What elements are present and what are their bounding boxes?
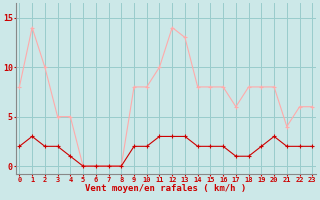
X-axis label: Vent moyen/en rafales ( km/h ): Vent moyen/en rafales ( km/h ) <box>85 184 246 193</box>
